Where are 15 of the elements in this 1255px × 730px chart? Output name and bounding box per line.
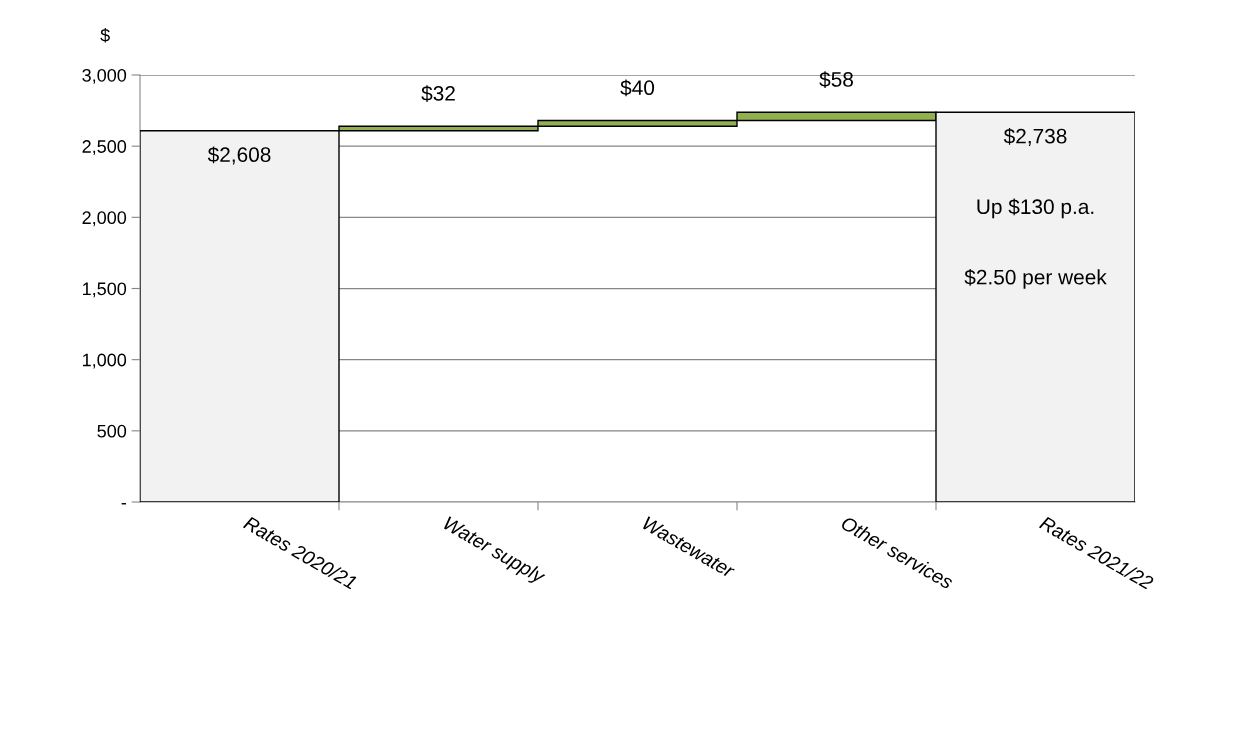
data-label: $2,608 — [207, 146, 271, 165]
y-tick-label: 1,000 — [83, 353, 127, 369]
y-tick-label: - — [121, 503, 126, 505]
y-tick-label: 2,000 — [82, 211, 127, 227]
annotation: Up $130 p.a. — [977, 198, 1094, 219]
data-label: $2,738 — [1003, 127, 1067, 146]
data-label: $58 — [819, 71, 853, 89]
y-tick-label: 3,000 — [82, 68, 127, 84]
y-tick-label: 1,500 — [83, 282, 127, 298]
annotation: $2.50 per week — [964, 268, 1107, 289]
y-tick-label: 500 — [97, 424, 127, 438]
data-label: $32 — [421, 85, 455, 103]
data-label: $40 — [620, 79, 655, 97]
y-axis-title: $ — [100, 28, 110, 43]
y-tick-label: 2,500 — [82, 140, 127, 156]
